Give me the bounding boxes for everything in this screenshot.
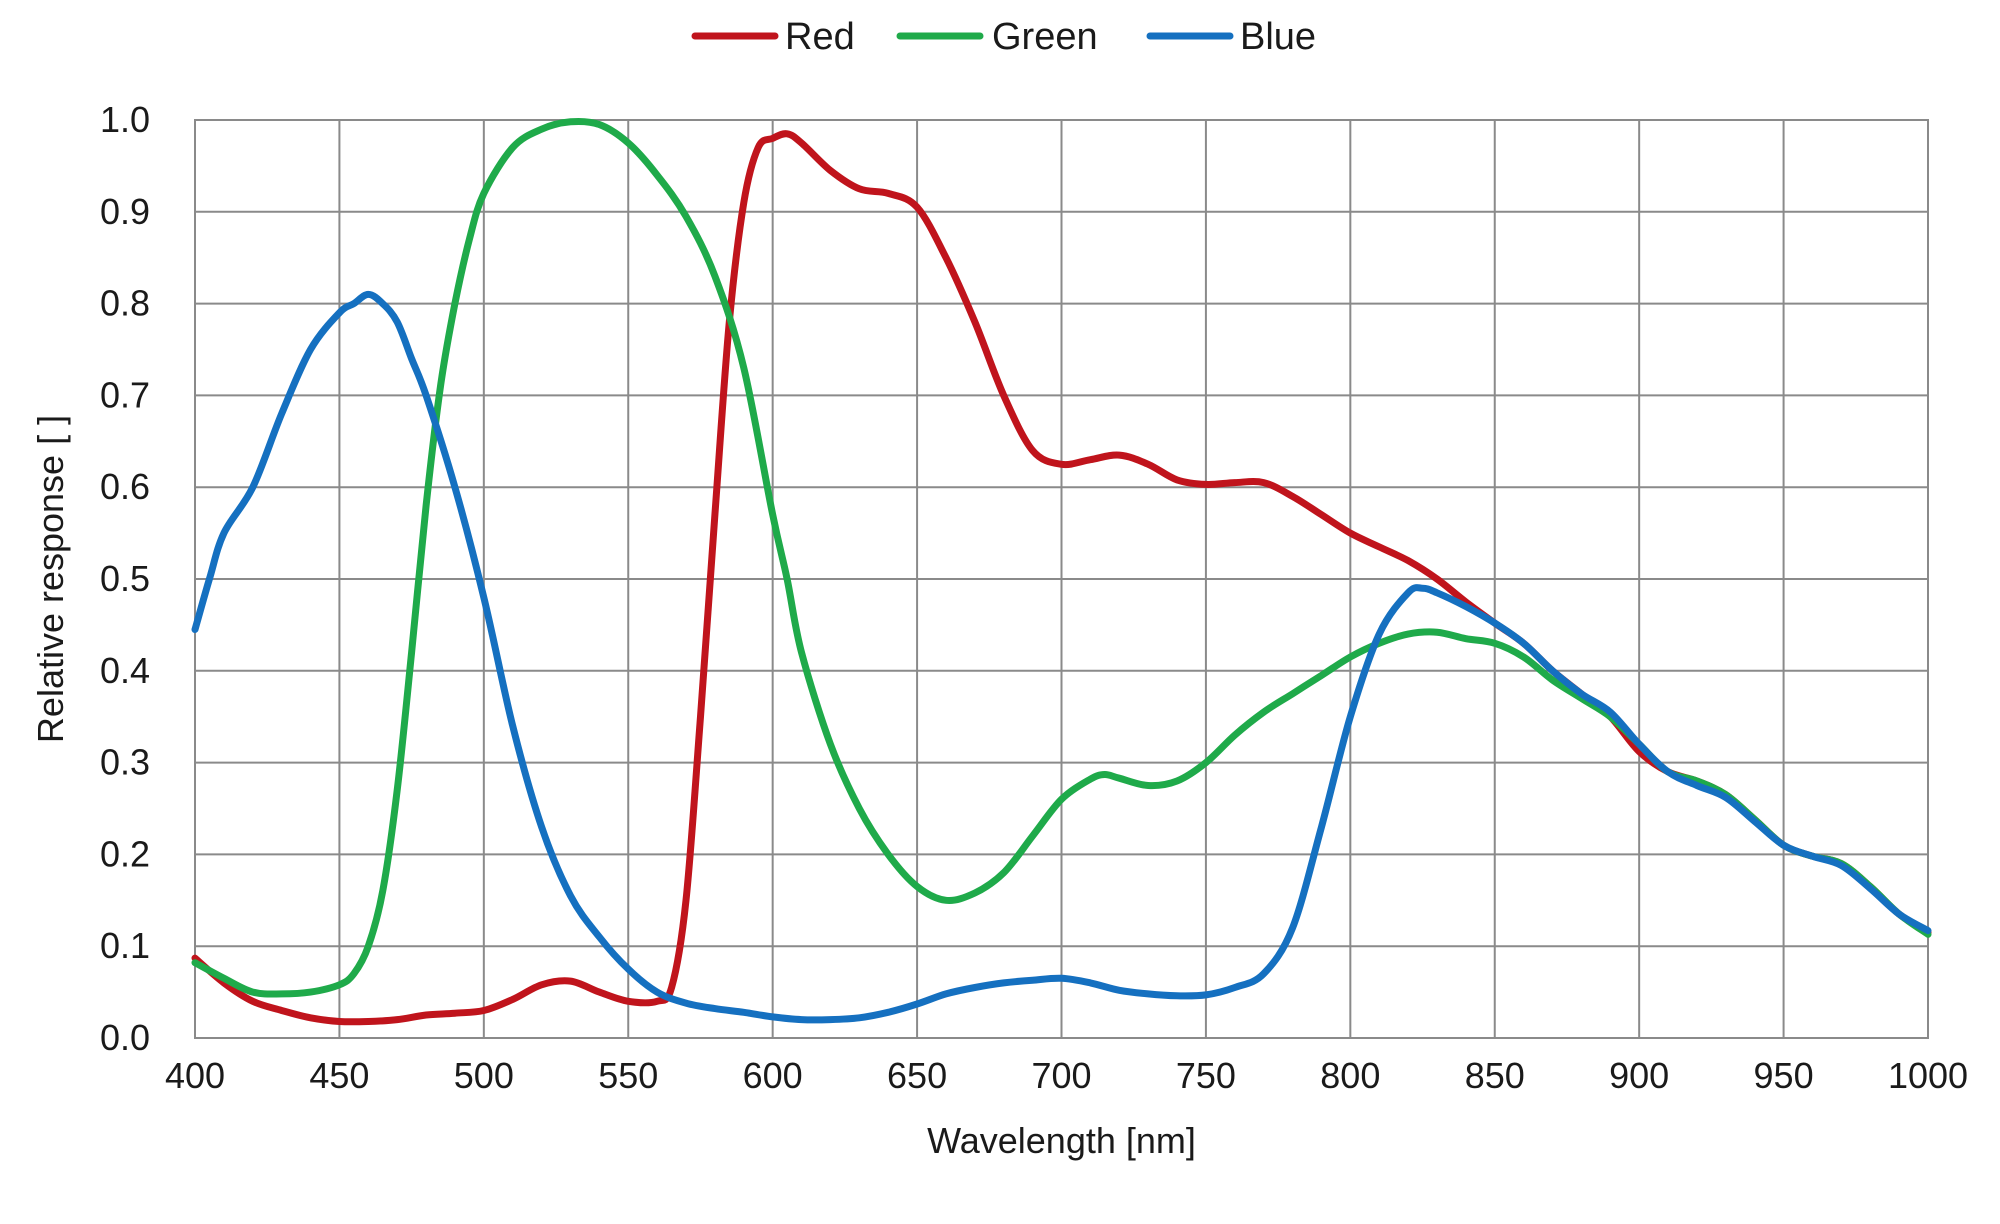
x-tick-label: 900: [1609, 1055, 1669, 1096]
x-tick-label: 1000: [1888, 1055, 1968, 1096]
legend-item-green: Green: [896, 16, 1098, 58]
y-tick-label: 1.0: [100, 99, 150, 140]
legend-label: Blue: [1240, 16, 1316, 58]
x-tick-label: 500: [454, 1055, 514, 1096]
y-axis-tick-labels: 0.0 0.1 0.2 0.3 0.4 0.5 0.6 0.7 0.8 0.9 1.0: [100, 99, 150, 1058]
y-tick-label: 0.5: [100, 558, 150, 599]
series-line-blue: [191, 290, 1932, 1024]
series-line-green: [191, 117, 1932, 998]
x-tick-label: 750: [1176, 1055, 1236, 1096]
x-tick-label: 450: [309, 1055, 369, 1096]
plot-area-frame: [194, 119, 1929, 1039]
series-lines: [191, 117, 1932, 1026]
legend-label: Green: [992, 16, 1098, 58]
y-tick-label: 0.0: [100, 1017, 150, 1058]
y-tick-label: 0.4: [100, 650, 150, 691]
x-tick-label: 550: [598, 1055, 658, 1096]
legend-item-blue: Blue: [1146, 16, 1316, 58]
x-tick-label: 850: [1465, 1055, 1525, 1096]
legend: Red Green Blue: [691, 16, 1316, 58]
y-axis-label: Relative response [ ]: [30, 415, 71, 743]
legend-item-red: Red: [691, 16, 855, 58]
x-tick-label: 650: [887, 1055, 947, 1096]
gridlines: [194, 119, 1929, 1039]
y-tick-label: 0.3: [100, 742, 150, 783]
x-axis-tick-labels: 400 450 500 550 600 650 700 750 800 850 900 950 1000: [165, 1055, 1968, 1096]
y-tick-label: 0.6: [100, 466, 150, 507]
y-tick-label: 0.8: [100, 283, 150, 324]
x-axis-label: Wavelength [nm]: [927, 1120, 1196, 1161]
legend-label: Red: [785, 16, 855, 58]
y-tick-label: 0.7: [100, 374, 150, 415]
x-tick-label: 400: [165, 1055, 225, 1096]
x-tick-label: 950: [1754, 1055, 1814, 1096]
y-tick-label: 0.1: [100, 925, 150, 966]
y-tick-label: 0.2: [100, 833, 150, 874]
x-tick-label: 700: [1031, 1055, 1091, 1096]
x-tick-label: 600: [743, 1055, 803, 1096]
y-tick-label: 0.9: [100, 191, 150, 232]
x-tick-label: 800: [1320, 1055, 1380, 1096]
